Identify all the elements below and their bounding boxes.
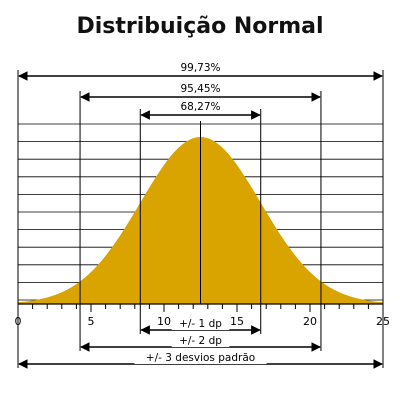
range-label: +/- 1 dp xyxy=(179,318,222,330)
range-label-bg xyxy=(177,61,224,74)
chart-title: Distribuição Normal xyxy=(76,14,324,39)
x-tick-label: 5 xyxy=(88,315,95,328)
range-label-bg xyxy=(134,351,267,364)
range-label: +/- 2 dp xyxy=(179,335,222,347)
range-label-bg xyxy=(171,317,230,330)
range-label-bg xyxy=(177,82,224,95)
range-label-bg xyxy=(171,334,230,347)
range-annotations: 99,73% 95,45% 68,27% +/- 1 dp +/- 2 dp +/- 3 … xyxy=(17,61,384,369)
x-tick-label: 15 xyxy=(230,315,244,328)
x-tick-label: 20 xyxy=(303,315,317,328)
range-label: 68,27% xyxy=(180,101,220,113)
range-label-bg xyxy=(177,100,224,113)
range-label: 95,45% xyxy=(180,83,220,95)
range-label: 99,73% xyxy=(180,62,220,74)
x-tick-label: 10 xyxy=(157,315,171,328)
range-label: +/- 3 desvios padrão xyxy=(146,352,255,364)
